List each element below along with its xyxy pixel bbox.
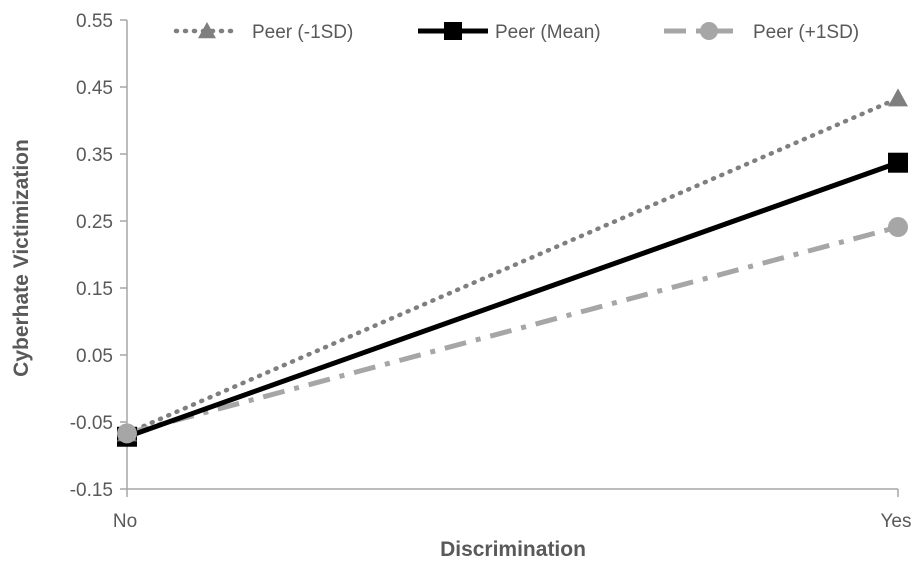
legend-marker bbox=[198, 22, 216, 39]
y-axis: -0.15 -0.05 0.05 0.15 0.25 0.35 0.45 0.55 bbox=[70, 11, 128, 501]
x-tick-label: Yes bbox=[881, 511, 912, 532]
data-point bbox=[888, 217, 908, 238]
series-line bbox=[126, 160, 899, 440]
y-tick-label: 0.15 bbox=[76, 279, 113, 300]
series-layer bbox=[117, 88, 908, 447]
x-tick-label: No bbox=[113, 511, 137, 532]
x-axis-title: Discrimination bbox=[440, 538, 586, 561]
y-tick-label: 0.35 bbox=[76, 145, 113, 166]
y-tick-label: -0.05 bbox=[70, 413, 113, 434]
legend-label: Peer (-1SD) bbox=[252, 22, 353, 43]
data-point bbox=[888, 152, 908, 173]
series-line bbox=[124, 96, 901, 436]
y-tick-label: 0.45 bbox=[76, 78, 113, 99]
legend-marker bbox=[700, 22, 718, 40]
data-point bbox=[888, 88, 908, 107]
legend-label: Peer (Mean) bbox=[495, 22, 601, 43]
y-tick-label: 0.05 bbox=[76, 346, 113, 367]
data-point bbox=[117, 423, 137, 444]
y-tick-label: 0.55 bbox=[76, 11, 113, 32]
legend-marker bbox=[444, 22, 462, 40]
series-line bbox=[126, 224, 899, 436]
legend-label: Peer (+1SD) bbox=[753, 22, 859, 43]
legend: Peer (-1SD) Peer (Mean) Peer (+1SD) bbox=[173, 22, 859, 43]
x-axis: No Yes bbox=[113, 488, 912, 532]
y-tick-label: 0.25 bbox=[76, 212, 113, 233]
y-axis-title: Cyberhate Victimization bbox=[10, 139, 33, 377]
y-tick-label: -0.15 bbox=[70, 480, 113, 501]
